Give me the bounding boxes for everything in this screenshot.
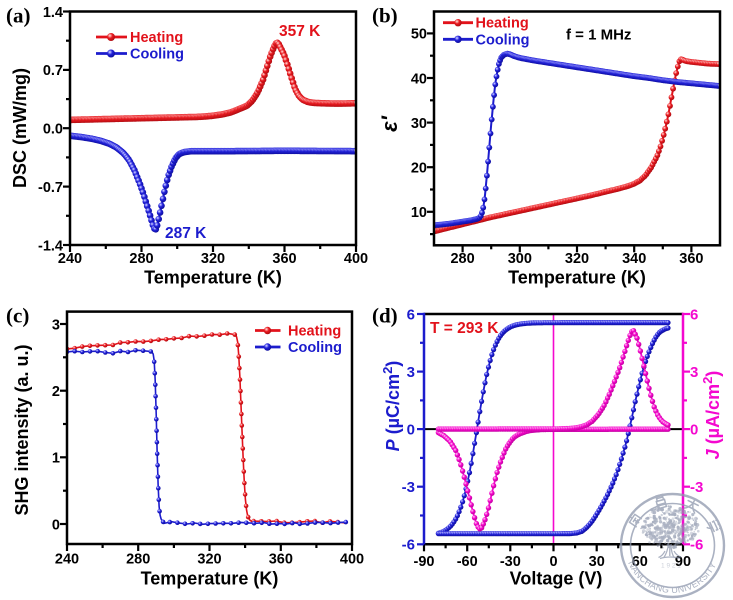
svg-text:-1.4: -1.4: [38, 238, 63, 254]
svg-text:-6: -6: [690, 537, 703, 554]
svg-text:J (µA/cm2): J (µA/cm2): [700, 371, 723, 460]
svg-text:50: 50: [411, 27, 427, 43]
svg-text:f = 1 MHz: f = 1 MHz: [566, 27, 631, 44]
svg-text:0: 0: [52, 517, 60, 533]
svg-text:Temperature (K): Temperature (K): [508, 268, 646, 288]
svg-text:30: 30: [589, 554, 605, 570]
svg-text:ε': ε': [377, 115, 402, 132]
svg-text:-60: -60: [457, 554, 478, 570]
svg-text:DSC (mW/mg): DSC (mW/mg): [10, 68, 30, 188]
svg-text:280: 280: [126, 552, 150, 568]
svg-text:10: 10: [411, 205, 427, 221]
svg-text:360: 360: [269, 552, 293, 568]
svg-text:1: 1: [52, 451, 60, 467]
svg-text:Voltage (V): Voltage (V): [510, 569, 603, 589]
svg-text:320: 320: [565, 251, 589, 267]
svg-text:SHG intensity (a. u.): SHG intensity (a. u.): [12, 344, 32, 515]
svg-text:3: 3: [407, 364, 415, 381]
svg-text:-0.7: -0.7: [38, 180, 63, 196]
svg-text:287 K: 287 K: [165, 225, 207, 242]
svg-text:-30: -30: [500, 554, 521, 570]
svg-text:Heating: Heating: [130, 30, 183, 46]
svg-text:1 9 2 1: 1 9 2 1: [661, 563, 681, 570]
svg-text:0.0: 0.0: [43, 122, 63, 138]
svg-text:(b): (b): [372, 4, 398, 28]
svg-text:320: 320: [197, 552, 221, 568]
svg-text:T = 293 K: T = 293 K: [430, 320, 499, 337]
svg-text:0.7: 0.7: [43, 63, 63, 79]
svg-text:360: 360: [679, 251, 703, 267]
svg-text:20: 20: [411, 161, 427, 177]
svg-text:-6: -6: [402, 537, 415, 554]
svg-text:-3: -3: [402, 479, 415, 496]
svg-text:320: 320: [201, 251, 225, 267]
svg-text:1.4: 1.4: [43, 5, 63, 21]
svg-text:Cooling: Cooling: [288, 340, 342, 356]
svg-text:P (µC/cm2): P (µC/cm2): [380, 361, 403, 452]
svg-text:400: 400: [344, 251, 368, 267]
svg-text:Heating: Heating: [288, 324, 341, 340]
svg-text:-3: -3: [690, 479, 703, 496]
svg-text:6: 6: [690, 306, 698, 323]
svg-text:280: 280: [129, 251, 153, 267]
svg-text:360: 360: [272, 251, 296, 267]
svg-text:6: 6: [407, 306, 415, 323]
svg-text:0: 0: [407, 421, 415, 438]
svg-text:40: 40: [411, 71, 427, 87]
svg-text:280: 280: [450, 251, 474, 267]
svg-text:(d): (d): [372, 304, 398, 328]
svg-text:300: 300: [508, 251, 532, 267]
svg-text:240: 240: [58, 251, 82, 267]
svg-text:-90: -90: [414, 554, 435, 570]
svg-text:Heating: Heating: [476, 16, 529, 32]
svg-text:30: 30: [411, 116, 427, 132]
svg-text:340: 340: [622, 251, 646, 267]
svg-text:3: 3: [690, 364, 698, 381]
svg-text:240: 240: [55, 552, 79, 568]
svg-text:Temperature (K): Temperature (K): [141, 569, 279, 589]
svg-text:(c): (c): [6, 304, 29, 328]
svg-text:Cooling: Cooling: [476, 32, 530, 48]
svg-text:400: 400: [340, 552, 364, 568]
svg-text:357 K: 357 K: [279, 23, 321, 40]
svg-text:0: 0: [690, 421, 698, 438]
svg-text:0: 0: [549, 554, 557, 570]
svg-text:(a): (a): [6, 4, 31, 28]
svg-text:Cooling: Cooling: [130, 47, 184, 63]
svg-text:Temperature (K): Temperature (K): [144, 268, 282, 288]
svg-text:2: 2: [52, 384, 60, 400]
svg-text:3: 3: [52, 317, 60, 333]
